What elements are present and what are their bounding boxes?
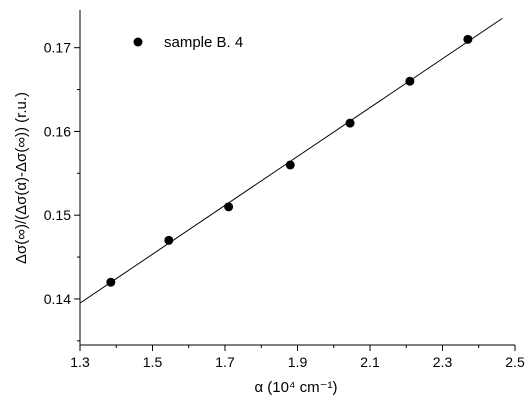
data-point [405,76,415,86]
tick-marks [74,47,516,351]
x-tick-label: 2.3 [433,354,453,370]
x-tick-label: 2.5 [505,354,525,370]
x-tick-label: 1.5 [143,354,163,370]
data-point [345,118,355,128]
data-point [224,202,234,212]
tick-labels: 1.3 1.5 1.7 1.9 2.1 2.3 2.5 0.14 0.15 0.16 0.17 [44,40,525,370]
y-tick-label: 0.17 [44,40,71,56]
plot-axes [79,10,515,346]
data-points [106,34,473,287]
legend: sample B. 4 [133,34,243,51]
legend-series-name: sample B. 4 [164,34,243,51]
y-axis-label: Δσ(∞)/(Δσ(α)-Δσ(∞)) (r.u.) [13,92,30,264]
y-tick-label: 0.15 [44,207,71,223]
legend-marker [133,37,143,47]
data-point [164,235,174,245]
x-tick-label: 1.7 [215,354,235,370]
y-tick-label: 0.14 [44,291,71,307]
x-tick-label: 1.3 [70,354,90,370]
data-point [106,277,116,287]
x-tick-label: 1.9 [288,354,308,370]
x-tick-label: 2.1 [360,354,380,370]
data-point [463,34,473,44]
x-axis-label: α (10⁴ cm⁻¹) [254,379,337,396]
data-point [285,160,295,170]
y-tick-label: 0.16 [44,123,71,139]
